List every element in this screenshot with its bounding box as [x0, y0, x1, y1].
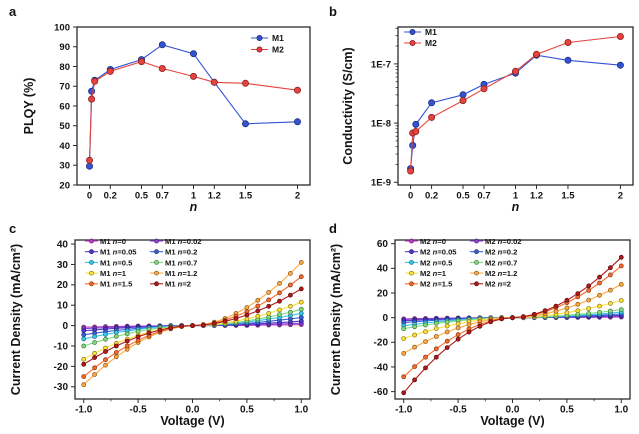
chart-iv-m2: -1.0 -0.5 0.0 0.5 1.0 -60 -40 -20 0 20 40 60 M2 n=0 M… — [329, 237, 631, 428]
svg-text:0: 0 — [408, 191, 413, 202]
svg-text:1.5: 1.5 — [239, 191, 253, 202]
svg-text:1.0: 1.0 — [614, 405, 628, 416]
svg-text:M2: M2 — [425, 38, 437, 48]
panel-c: c -1.0 -0.5 0.0 0.5 1.0 -30 -20 -10 0 10 20 30 40 M1 … — [0, 217, 319, 434]
svg-text:0.2: 0.2 — [425, 191, 438, 202]
svg-text:-1.0: -1.0 — [75, 405, 93, 416]
svg-text:M1 n=0.7: M1 n=0.7 — [165, 258, 197, 267]
svg-text:M2 n=2: M2 n=2 — [485, 280, 511, 289]
svg-text:0: 0 — [87, 191, 92, 202]
svg-text:1E-8: 1E-8 — [371, 118, 391, 129]
svg-text:M2 n=1.2: M2 n=1.2 — [485, 269, 517, 278]
svg-text:M2 n=0.05: M2 n=0.05 — [420, 248, 457, 257]
panel-b-label: b — [329, 4, 337, 19]
svg-text:M1 n=2: M1 n=2 — [165, 280, 191, 289]
panel-a: a 0 0.2 0.5 0.7 1 1.2 1.5 2 20 30 40 50 60 70 80 90 100 M… — [0, 0, 319, 217]
svg-text:M1 n=1.2: M1 n=1.2 — [165, 269, 197, 278]
svg-text:M2 n=0.7: M2 n=0.7 — [485, 258, 517, 267]
svg-text:1E-9: 1E-9 — [371, 178, 391, 189]
svg-text:60: 60 — [377, 239, 389, 250]
svg-text:M2: M2 — [272, 44, 284, 54]
svg-text:M1: M1 — [272, 33, 284, 43]
svg-text:M2 n=0.2: M2 n=0.2 — [485, 248, 517, 257]
svg-text:40: 40 — [377, 264, 389, 275]
svg-text:40: 40 — [57, 239, 69, 250]
svg-text:-20: -20 — [374, 338, 389, 349]
svg-text:-30: -30 — [54, 382, 69, 393]
panel-a-label: a — [9, 4, 17, 19]
svg-text:-1.0: -1.0 — [395, 405, 413, 416]
svg-text:-0.5: -0.5 — [129, 405, 147, 416]
panel-b: b 0 0.2 0.5 0.7 1 1.2 1.5 2 1E-9 1E-8 1E-7 M1 M2 n Con… — [320, 0, 639, 217]
svg-text:50: 50 — [59, 121, 70, 132]
svg-text:M2 n=1.5: M2 n=1.5 — [420, 280, 453, 289]
svg-text:M2 n=0.02: M2 n=0.02 — [485, 237, 522, 246]
svg-text:20: 20 — [59, 180, 70, 191]
svg-text:80: 80 — [59, 62, 70, 73]
panel-c-label: c — [9, 221, 17, 236]
svg-text:100: 100 — [54, 22, 70, 33]
svg-text:Voltage (V): Voltage (V) — [160, 414, 224, 428]
svg-text:2: 2 — [618, 191, 623, 202]
svg-text:30: 30 — [57, 260, 69, 271]
svg-text:90: 90 — [59, 42, 70, 53]
panel-d-label: d — [329, 221, 337, 236]
svg-text:n: n — [190, 200, 198, 214]
panel-d: d -1.0 -0.5 0.0 0.5 1.0 -60 -40 -20 0 20 40 60 M2 n=… — [320, 217, 639, 434]
svg-text:M2 n=0.5: M2 n=0.5 — [420, 258, 453, 267]
svg-text:PLQY (%): PLQY (%) — [22, 78, 36, 135]
svg-text:1E-7: 1E-7 — [371, 59, 391, 70]
svg-text:60: 60 — [59, 101, 70, 112]
svg-text:0: 0 — [382, 313, 388, 324]
svg-text:M2 n=0: M2 n=0 — [420, 237, 446, 246]
svg-text:1: 1 — [191, 191, 197, 202]
svg-text:M1 n=1: M1 n=1 — [100, 269, 127, 278]
svg-text:0.7: 0.7 — [156, 191, 169, 202]
svg-text:0.5: 0.5 — [560, 405, 574, 416]
svg-text:-10: -10 — [54, 341, 69, 352]
svg-text:0.5: 0.5 — [135, 191, 149, 202]
svg-text:M2 n=1: M2 n=1 — [420, 269, 447, 278]
svg-text:M1 n=0.02: M1 n=0.02 — [165, 237, 202, 246]
svg-text:Current Density (mA/cm²): Current Density (mA/cm²) — [9, 244, 23, 395]
svg-text:Current Density (mA/cm²): Current Density (mA/cm²) — [329, 244, 343, 395]
svg-text:M1 n=1.5: M1 n=1.5 — [100, 280, 133, 289]
svg-text:20: 20 — [57, 280, 69, 291]
chart-plqy-vs-n: 0 0.2 0.5 0.7 1 1.2 1.5 2 20 30 40 50 60 70 80 90 100 M1M… — [22, 22, 311, 214]
svg-text:1.5: 1.5 — [561, 191, 575, 202]
svg-text:40: 40 — [59, 141, 70, 152]
svg-text:Voltage (V): Voltage (V) — [480, 414, 544, 428]
svg-text:M1 n=0.05: M1 n=0.05 — [100, 248, 137, 257]
chart-iv-m1: -1.0 -0.5 0.0 0.5 1.0 -30 -20 -10 0 10 20 30 40 M1 n=… — [9, 237, 311, 428]
svg-text:20: 20 — [377, 288, 389, 299]
svg-text:1.0: 1.0 — [294, 405, 308, 416]
svg-text:-0.5: -0.5 — [449, 405, 467, 416]
svg-text:-20: -20 — [54, 362, 69, 373]
svg-text:-40: -40 — [374, 362, 389, 373]
svg-text:1.2: 1.2 — [208, 191, 221, 202]
svg-text:2: 2 — [295, 191, 300, 202]
svg-text:1.2: 1.2 — [530, 191, 543, 202]
svg-text:-60: -60 — [374, 387, 389, 398]
svg-text:1: 1 — [513, 191, 519, 202]
svg-text:70: 70 — [59, 82, 70, 93]
svg-text:0.0: 0.0 — [506, 405, 520, 416]
svg-text:0.5: 0.5 — [456, 191, 470, 202]
svg-text:n: n — [512, 200, 520, 214]
svg-text:10: 10 — [57, 301, 69, 312]
svg-text:0.0: 0.0 — [186, 405, 200, 416]
svg-text:M1: M1 — [425, 27, 437, 37]
svg-text:M1 n=0.2: M1 n=0.2 — [165, 248, 197, 257]
svg-text:0: 0 — [62, 321, 68, 332]
svg-text:0.2: 0.2 — [104, 191, 117, 202]
svg-text:Conductivity (S/cm): Conductivity (S/cm) — [341, 47, 355, 164]
svg-text:M1 n=0.5: M1 n=0.5 — [100, 258, 133, 267]
svg-text:0.5: 0.5 — [240, 405, 254, 416]
svg-text:30: 30 — [59, 161, 70, 172]
svg-text:0.7: 0.7 — [477, 191, 490, 202]
svg-text:M1 n=0: M1 n=0 — [100, 237, 126, 246]
